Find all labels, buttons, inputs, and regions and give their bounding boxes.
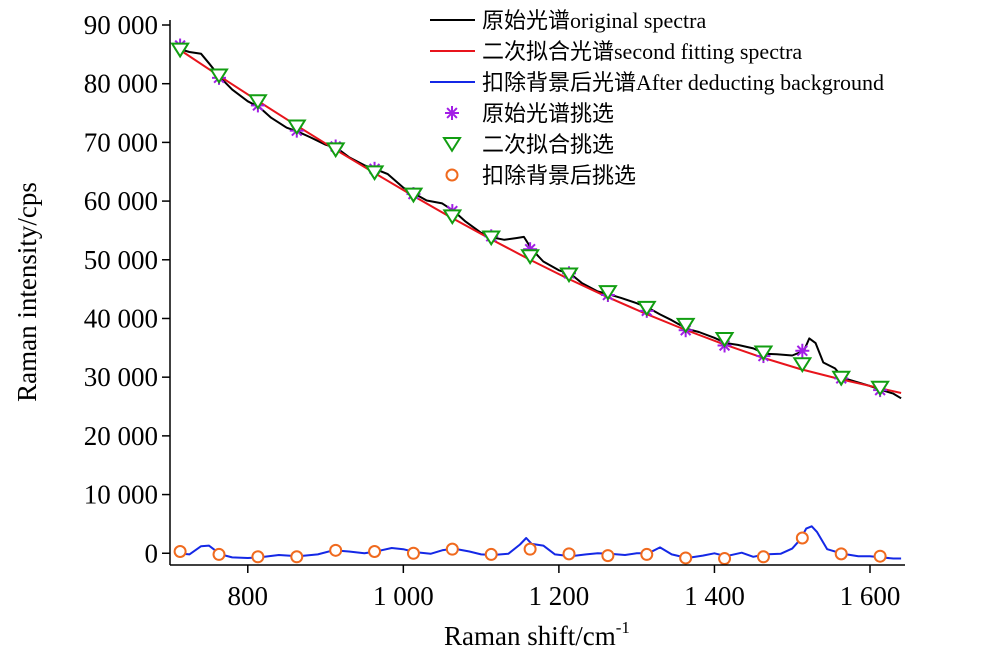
pick-point-circle bbox=[406, 546, 420, 560]
pick-point-triangle bbox=[520, 249, 540, 265]
legend-item: 扣除背景后挑选 bbox=[445, 163, 636, 188]
pick-point-circle bbox=[562, 547, 576, 561]
x-tick-label: 800 bbox=[228, 581, 269, 611]
x-tick-label: 1 400 bbox=[684, 581, 745, 611]
y-tick-label: 30 000 bbox=[84, 362, 158, 392]
pick-point-triangle bbox=[675, 317, 696, 334]
pick-point-circle bbox=[718, 552, 732, 566]
pick-point-triangle bbox=[559, 267, 579, 284]
pick-point-triangle bbox=[870, 380, 890, 397]
pick-point-triangle bbox=[714, 332, 735, 348]
pick-point-circle bbox=[679, 551, 693, 565]
y-tick-label: 0 bbox=[145, 538, 159, 568]
x-axis-label: Raman shift/cm-1 bbox=[444, 618, 630, 651]
legend-item: 二次拟合挑选 bbox=[442, 132, 614, 157]
y-tick-label: 50 000 bbox=[84, 245, 158, 275]
y-tick-label: 80 000 bbox=[84, 69, 158, 99]
y-tick-label: 60 000 bbox=[84, 186, 158, 216]
legend-item: 原始光谱original spectra bbox=[430, 8, 706, 33]
pick-point-triangle bbox=[598, 285, 618, 301]
y-axis-label: Raman intensity/cps bbox=[12, 182, 42, 402]
plot-area bbox=[170, 38, 902, 566]
x-axis-label-superscript: -1 bbox=[616, 618, 630, 637]
pick-point-circle bbox=[640, 547, 654, 561]
pick-point-triangle bbox=[248, 94, 268, 110]
pick-point-circle bbox=[873, 549, 887, 563]
pick-point-circle bbox=[251, 550, 265, 564]
pick-point-circle bbox=[173, 545, 187, 558]
pick-point-triangle bbox=[636, 300, 657, 317]
x-tick-label: 1 000 bbox=[373, 581, 434, 611]
pick-point-circle bbox=[523, 542, 537, 556]
x-tick-label: 1 200 bbox=[529, 581, 590, 611]
legend-swatch-stroke bbox=[446, 107, 458, 119]
y-tick-label: 10 000 bbox=[84, 480, 158, 510]
pick-point-triangle bbox=[753, 345, 774, 362]
legend-label: 二次拟合光谱second fitting spectra bbox=[482, 39, 802, 64]
pick-point-triangle bbox=[364, 165, 385, 182]
pick-point-triangle bbox=[403, 187, 424, 204]
pick-point-asterisk-stroke bbox=[796, 345, 808, 357]
pick-point-triangle bbox=[170, 42, 190, 59]
y-tick-label: 70 000 bbox=[84, 127, 158, 157]
legend-item: 原始光谱挑选 bbox=[445, 101, 614, 126]
legend-label: 扣除背景后光谱After deducting background bbox=[482, 70, 884, 95]
y-tick-label: 90 000 bbox=[84, 10, 158, 40]
pick-point-triangle bbox=[481, 230, 502, 247]
pick-point-circle bbox=[290, 550, 304, 564]
pick-point-circle bbox=[484, 547, 498, 561]
legend: 原始光谱original spectra 二次拟合光谱second fitting… bbox=[430, 8, 884, 188]
y-tick-label: 20 000 bbox=[84, 421, 158, 451]
pick-point-triangle bbox=[209, 68, 229, 85]
legend-item: 扣除背景后光谱After deducting background bbox=[430, 70, 884, 95]
pick-point-triangle bbox=[831, 370, 852, 387]
legend-label: 原始光谱挑选 bbox=[482, 101, 614, 126]
pick-point-triangle bbox=[286, 119, 307, 136]
axes: 0 10 000 20 000 30 000 40 000 50 000 60 000 70 … bbox=[84, 10, 905, 611]
pick-point-circle bbox=[795, 531, 809, 545]
pick-point-triangle bbox=[442, 209, 463, 226]
pick-point-triangle bbox=[325, 142, 346, 159]
legend-swatch bbox=[445, 168, 459, 182]
pick-point-circle bbox=[756, 550, 770, 564]
y-tick-label: 40 000 bbox=[84, 303, 158, 333]
pick-point-asterisk bbox=[795, 343, 810, 358]
legend-label: 扣除背景后挑选 bbox=[482, 163, 636, 188]
legend-label: 二次拟合挑选 bbox=[482, 132, 614, 157]
legend-swatch bbox=[442, 137, 462, 153]
legend-item: 二次拟合光谱second fitting spectra bbox=[430, 39, 802, 64]
legend-swatch bbox=[445, 106, 459, 120]
pick-point-circle bbox=[601, 549, 615, 563]
pick-point-circle bbox=[445, 542, 459, 556]
legend-label: 原始光谱original spectra bbox=[482, 8, 706, 33]
x-tick-label: 1 600 bbox=[840, 581, 901, 611]
pick-point-circle bbox=[368, 545, 382, 558]
pick-point-circle bbox=[834, 547, 848, 561]
pick-point-circle bbox=[329, 543, 343, 557]
series-line-2 bbox=[177, 525, 902, 560]
pick-point-triangle bbox=[792, 357, 813, 373]
pick-point-circle bbox=[212, 547, 226, 561]
